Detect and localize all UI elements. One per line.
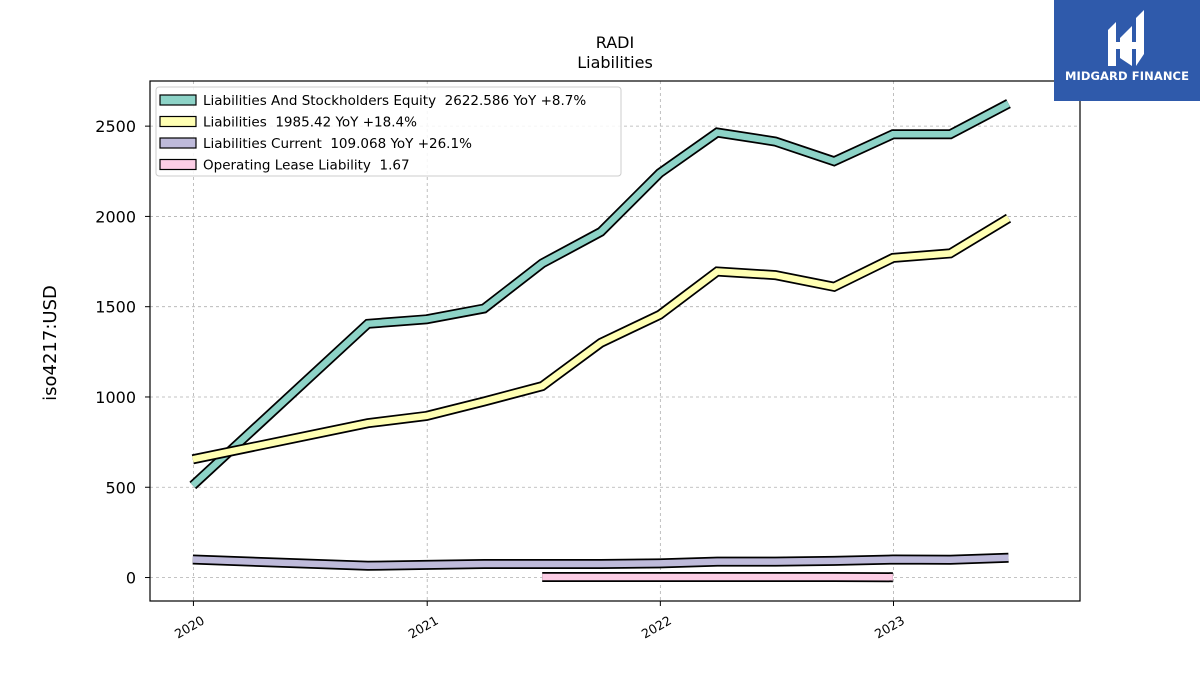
x-tick-label: 2021: [406, 613, 441, 642]
legend-label: Operating Lease Liability 1.67: [203, 158, 410, 174]
series-line-liabilities-current: [192, 554, 1009, 570]
y-tick-label: 0: [126, 569, 136, 588]
legend-box: [155, 86, 622, 177]
series-outline-liabilities: [191, 213, 1012, 465]
brand-name: MIDGARD FINANCE: [1064, 69, 1190, 83]
legend-swatch: [159, 115, 197, 128]
x-tick-label: 2023: [872, 613, 907, 642]
legend-label: Liabilities And Stockholders Equity 2622…: [203, 93, 586, 109]
midgard-logo-icon: [1108, 10, 1144, 66]
y-tick-label: 2000: [95, 207, 136, 226]
x-tick-label: 2022: [639, 613, 674, 642]
series-lines: [189, 99, 1012, 583]
chart-title: RADI: [596, 33, 634, 52]
legend-label: Liabilities 1985.42 YoY +18.4%: [203, 115, 417, 131]
chart-subtitle: Liabilities: [577, 53, 653, 72]
brand-logo: MIDGARD FINANCE: [1054, 0, 1200, 101]
legend-label: Liabilities Current 109.068 YoY +26.1%: [203, 136, 472, 152]
legend: Liabilities And Stockholders Equity 2622…: [155, 86, 622, 177]
series-line-liabilities-and-stockholders-equity: [190, 100, 1011, 488]
y-tick-label: 500: [105, 478, 136, 497]
series-line-liabilities: [192, 215, 1011, 463]
y-tick-label: 1000: [95, 388, 136, 407]
legend-swatch: [159, 137, 197, 149]
plot-frame: [149, 80, 1081, 602]
legend-swatch: [159, 158, 197, 171]
y-tick-label: 2500: [95, 117, 136, 136]
y-tick-label: 1500: [95, 298, 136, 317]
legend-swatch: [159, 94, 197, 106]
x-tick-label: 2020: [172, 613, 207, 642]
y-axis-label: iso4217:USD: [40, 285, 61, 401]
